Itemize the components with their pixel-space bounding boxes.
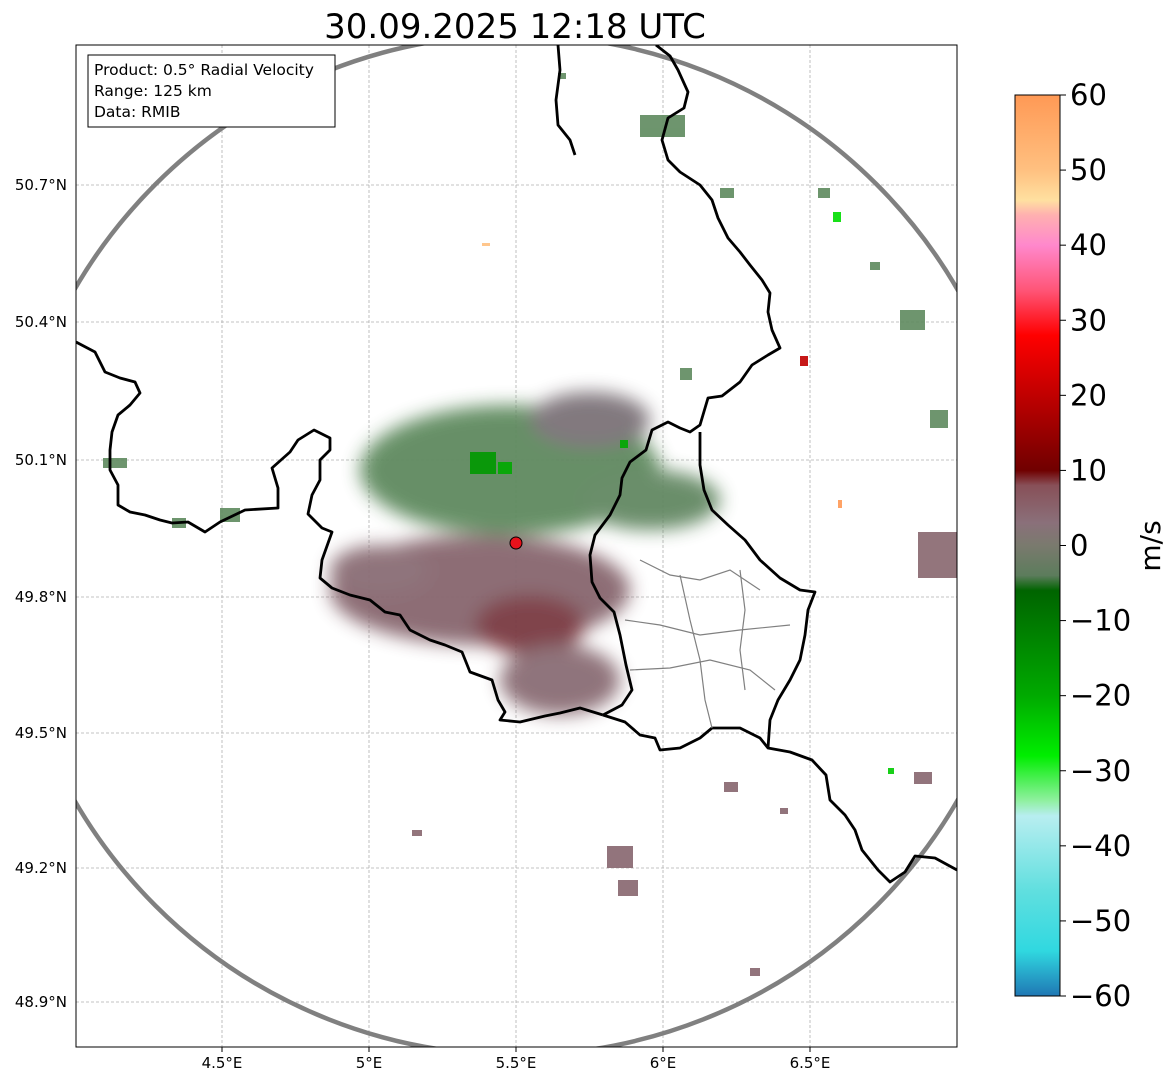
border-be-lu-de	[588, 45, 782, 717]
colorbar-tick-label: −20	[1070, 679, 1131, 713]
echo-green-core	[470, 452, 496, 474]
echo-cell-south	[607, 846, 633, 868]
country-borders	[76, 45, 957, 884]
colorbar: 60 50 40 30 20 10 0 −10 −20 −30 −40 −50 −60 m/s	[1014, 78, 1167, 1013]
colorbar-ticks: 60 50 40 30 20 10 0 −10 −20 −30 −40 −50 −60	[1060, 78, 1131, 1013]
colorbar-tick-label: −30	[1070, 754, 1131, 788]
colorbar-tick-label: −60	[1070, 979, 1131, 1013]
map-title: 30.09.2025 12:18 UTC	[324, 7, 706, 47]
x-axis: 4.5°E 5°E 5.5°E 6°E 6.5°E	[202, 1047, 831, 1072]
colorbar-tick-label: −40	[1070, 829, 1131, 863]
colorbar-tick-label: −50	[1070, 904, 1131, 938]
border-fr-lu-de-south	[602, 713, 957, 884]
x-tick-label: 5°E	[356, 1054, 383, 1072]
info-box: Product: 0.5° Radial Velocity Range: 125…	[87, 54, 336, 128]
echo-east-green	[580, 470, 720, 530]
map-area	[76, 45, 957, 1047]
y-tick-label: 50.4°N	[15, 313, 67, 331]
border-fr-be-west	[76, 340, 604, 724]
colorbar-tick-label: 50	[1070, 153, 1107, 187]
echo-northeast-mauve	[530, 392, 650, 448]
x-tick-label: 4.5°E	[202, 1054, 243, 1072]
y-tick-label: 49.5°N	[15, 724, 67, 742]
y-tick-label: 50.7°N	[15, 176, 67, 194]
colorbar-tick-label: 20	[1070, 378, 1107, 412]
echo-cell-ne	[640, 115, 685, 137]
colorbar-tick-label: 60	[1070, 78, 1107, 112]
colorbar-tick-label: 0	[1070, 529, 1088, 563]
x-tick-label: 5.5°E	[496, 1054, 537, 1072]
x-tick-label: 6°E	[650, 1054, 677, 1072]
echo-south-darkred	[475, 595, 585, 655]
colorbar-tick-label: 10	[1070, 453, 1107, 487]
y-tick-label: 48.9°N	[15, 993, 67, 1011]
colorbar-tick-label: 30	[1070, 303, 1107, 337]
echo-cell-east	[918, 532, 957, 578]
colorbar-tick-label: 40	[1070, 228, 1107, 262]
info-data-source: Data: RMIB	[94, 103, 181, 121]
x-tick-label: 6.5°E	[790, 1054, 831, 1072]
y-tick-label: 49.2°N	[15, 859, 67, 877]
echo-south-tail	[500, 645, 620, 715]
y-tick-label: 49.8°N	[15, 588, 67, 606]
info-range: Range: 125 km	[94, 82, 212, 100]
radar-site-marker[interactable]	[509, 536, 523, 550]
y-axis: 50.7°N 50.4°N 50.1°N 49.8°N 49.5°N 49.2°…	[15, 176, 67, 1011]
colorbar-bar	[1014, 94, 1061, 997]
radar-echoes	[103, 73, 957, 976]
info-product: Product: 0.5° Radial Velocity	[94, 61, 314, 79]
border-lu-de	[698, 432, 817, 749]
echo-west-mauve	[330, 545, 430, 595]
border-be-nl	[554, 45, 577, 156]
canton-borders	[624, 559, 791, 729]
y-tick-label: 50.1°N	[15, 451, 67, 469]
colorbar-label: m/s	[1134, 520, 1167, 571]
colorbar-tick-label: −10	[1070, 604, 1131, 638]
